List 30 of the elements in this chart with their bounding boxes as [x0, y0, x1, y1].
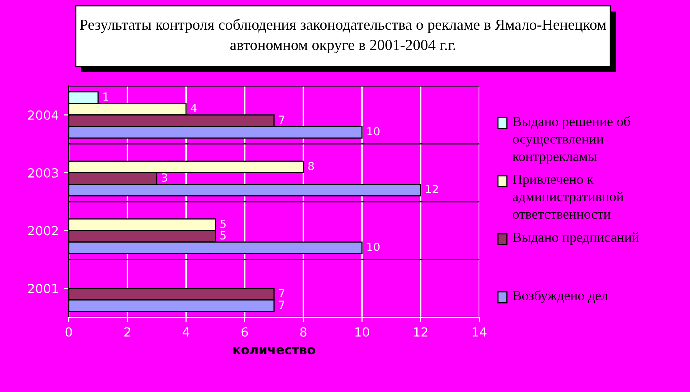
legend-label: Выдано предписаний	[513, 232, 640, 246]
legend-label: Выдано решение об осуществлении контррекламы	[512, 116, 630, 164]
data-label: 5	[220, 232, 226, 240]
x-tick-label: 10	[356, 327, 370, 337]
x-tick-label: 14	[472, 328, 487, 337]
x-tick-label: 12	[414, 327, 428, 337]
y-tick-label: 2002	[28, 226, 58, 236]
data-label: 12	[426, 185, 438, 194]
y-tick-label: 2004	[28, 110, 59, 120]
chart-title: Результаты контроля соблюдения законодательства о рекламе в Ямало-Ненецком автономном округе в 2001-2004 г.г.	[80, 19, 606, 54]
x-tick-label: 6	[242, 327, 248, 337]
x-tick-label: 4	[182, 328, 190, 337]
legend-label: Привлечено к административной ответственности	[513, 174, 624, 220]
data-label: 1	[104, 92, 109, 101]
x-tick-label: 8	[300, 327, 307, 337]
data-label: 5	[220, 220, 226, 228]
x-tick-label: 0	[66, 327, 72, 337]
data-label: 10	[368, 242, 380, 252]
data-label: 8	[308, 162, 314, 170]
data-label: 10	[368, 127, 380, 136]
y-tick-label: 2003	[28, 168, 58, 178]
x-axis-title: количество	[234, 347, 316, 355]
data-label: 3	[162, 174, 168, 182]
data-label: 7	[279, 116, 285, 124]
data-label: 7	[279, 289, 285, 298]
data-label: 7	[279, 300, 285, 310]
x-tick-label: 2	[124, 327, 130, 337]
data-label: 4	[191, 104, 197, 112]
legend-label: Возбуждено дел	[513, 290, 608, 304]
y-tick-label: 2001	[28, 284, 58, 294]
